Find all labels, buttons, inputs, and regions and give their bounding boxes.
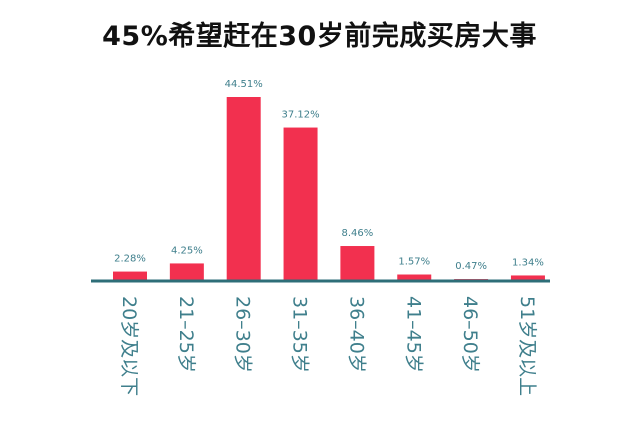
- data-label-3: 44.51%: [225, 79, 263, 90]
- tick-label-7: 46–50岁: [459, 296, 481, 373]
- bar-5: [340, 246, 375, 281]
- tick-label-5: 36–40岁: [345, 296, 367, 373]
- tick-label-8: 51岁及以上: [516, 296, 538, 396]
- chart-title: 45%希望赶在30岁前完成买房大事: [102, 21, 537, 52]
- bar-3: [226, 97, 261, 281]
- bar-6: [397, 274, 432, 281]
- bar-1: [113, 271, 147, 281]
- data-label-5: 8.46%: [342, 228, 374, 239]
- tick-label-3: 26–30岁: [232, 296, 254, 373]
- bar-4: [283, 127, 318, 282]
- data-label-4: 37.12%: [281, 110, 319, 121]
- bar-2: [169, 263, 204, 281]
- tick-label-4: 31–35岁: [289, 296, 311, 373]
- data-label-7: 0.47%: [455, 261, 487, 272]
- tick-label-1: 20岁及以下: [118, 296, 140, 396]
- tick-label-2: 21–25岁: [175, 296, 197, 373]
- data-label-1: 2.28%: [114, 254, 146, 265]
- data-label-6: 1.57%: [398, 257, 430, 268]
- data-label-2: 4.25%: [171, 245, 203, 256]
- data-label-8: 1.34%: [512, 257, 544, 268]
- tick-label-6: 41–45岁: [402, 296, 424, 373]
- bar-8: [510, 275, 545, 281]
